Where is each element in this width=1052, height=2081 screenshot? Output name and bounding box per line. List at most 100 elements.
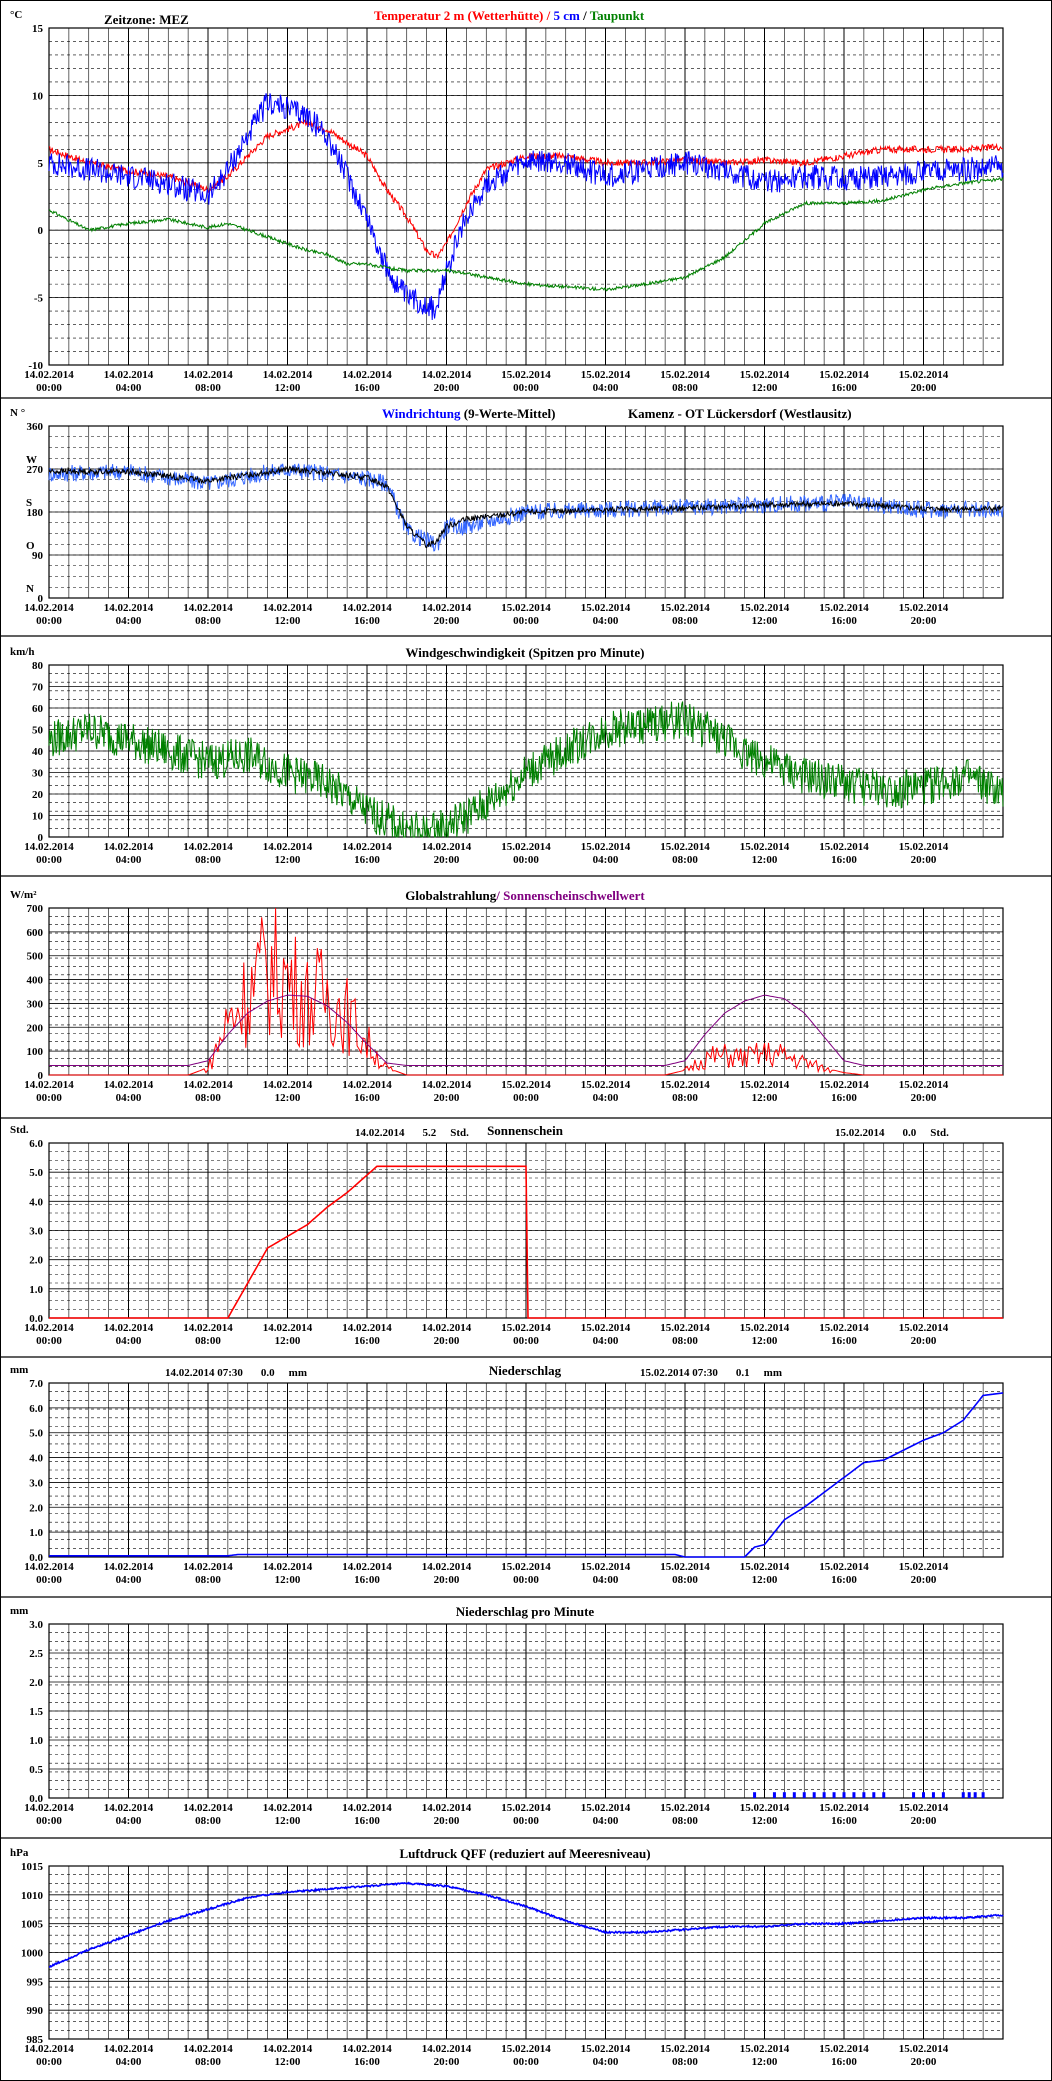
panel-wind_speed: 80 70 60 50 40 30 20 10 0 km/h Windgeschwindigkeit…: [0, 645, 1052, 877]
x-tick-time: 12:00: [752, 2056, 778, 2068]
y-tick-label: 1.0: [29, 1284, 43, 1296]
x-tick-time: 08:00: [195, 615, 221, 627]
plot-frame: [48, 664, 1004, 838]
precip-bar: [961, 1792, 965, 1798]
x-tick-date: 14.02.2014: [104, 2043, 154, 2055]
x-tick-date: 14.02.2014: [24, 1802, 74, 1814]
precip-bar: [912, 1792, 916, 1798]
title-segment: Niederschlag: [489, 1363, 562, 1378]
unit-label: N °: [10, 407, 25, 419]
compass-label: S: [26, 497, 32, 509]
x-tick-date: 14.02.2014: [183, 2043, 233, 2055]
y-tick-label: 6.0: [29, 1138, 43, 1150]
x-tick-time: 00:00: [36, 2056, 62, 2068]
x-tick-date: 14.02.2014: [104, 1802, 154, 1814]
y-tick-label: 360: [27, 421, 44, 433]
x-tick-date: 14.02.2014: [183, 841, 233, 853]
x-tick-time: 08:00: [672, 1815, 698, 1827]
x-tick-time: 00:00: [513, 2056, 539, 2068]
x-tick-time: 04:00: [116, 1815, 142, 1827]
y-tick-label: 995: [27, 1976, 44, 1988]
x-tick-time: 20:00: [434, 854, 460, 866]
x-tick-time: 12:00: [275, 1815, 301, 1827]
panel-precip_per_minute: 3.0 2.5 2.0 1.5 1.0 0.5 0.0 mm Niederschlag pro …: [0, 1604, 1052, 1839]
x-tick-date: 15.02.2014: [660, 602, 710, 614]
x-tick-date: 14.02.2014: [263, 1079, 313, 1091]
precip-bar: [973, 1792, 977, 1798]
x-tick-time: 08:00: [195, 1574, 221, 1586]
title-segment: /: [580, 8, 590, 23]
unit-label: hPa: [10, 1847, 29, 1859]
x-tick-time: 04:00: [593, 1815, 619, 1827]
x-tick-time: 00:00: [36, 382, 62, 394]
x-tick-time: 16:00: [831, 615, 857, 627]
y-tick-label: 0.0: [29, 1552, 43, 1564]
series-line-wind_direction-1: [48, 465, 1004, 549]
title-segment: Taupunkt: [590, 8, 645, 23]
y-tick-label: 2.0: [29, 1502, 43, 1514]
y-tick-label: -10: [28, 360, 43, 372]
unit-label: Std.: [10, 1124, 29, 1136]
summary-unit: mm: [764, 1367, 782, 1379]
y-tick-label: 1010: [21, 1890, 44, 1902]
x-tick-time: 08:00: [195, 382, 221, 394]
x-tick-time: 20:00: [911, 1335, 937, 1347]
precip-bar: [772, 1792, 776, 1798]
x-tick-time: 00:00: [513, 1574, 539, 1586]
station-label: Kamenz - OT Lückersdorf (Westlausitz): [628, 406, 852, 421]
x-tick-time: 16:00: [831, 1815, 857, 1827]
x-tick-time: 04:00: [116, 854, 142, 866]
x-tick-date: 15.02.2014: [740, 1322, 790, 1334]
y-tick-label: 270: [27, 464, 44, 476]
x-tick-date: 14.02.2014: [342, 2043, 392, 2055]
y-tick-label: 5.0: [29, 1428, 43, 1440]
x-tick-time: 08:00: [195, 854, 221, 866]
summary-value: 0.0: [261, 1367, 275, 1379]
precip-bar: [931, 1792, 935, 1798]
x-tick-time: 20:00: [911, 615, 937, 627]
panel-title: Sonnenschein: [487, 1123, 564, 1138]
x-tick-date: 15.02.2014: [581, 369, 631, 381]
plot-frame: [48, 1142, 1004, 1319]
x-tick-date: 14.02.2014: [104, 369, 154, 381]
x-tick-date: 14.02.2014: [104, 1561, 154, 1573]
x-tick-time: 16:00: [831, 2056, 857, 2068]
x-tick-time: 12:00: [275, 382, 301, 394]
x-tick-date: 14.02.2014: [24, 841, 74, 853]
x-tick-time: 00:00: [36, 1092, 62, 1104]
x-tick-time: 20:00: [434, 1335, 460, 1347]
x-tick-date: 15.02.2014: [501, 1322, 551, 1334]
x-tick-date: 14.02.2014: [342, 1802, 392, 1814]
x-tick-time: 12:00: [752, 854, 778, 866]
x-tick-date: 15.02.2014: [740, 2043, 790, 2055]
y-tick-label: 100: [27, 1046, 44, 1058]
y-tick-label: 80: [32, 660, 44, 672]
x-tick-date: 15.02.2014: [660, 1802, 710, 1814]
plot-frame: [48, 1623, 1004, 1799]
x-tick-time: 04:00: [116, 615, 142, 627]
x-tick-date: 15.02.2014: [581, 2043, 631, 2055]
x-tick-time: 20:00: [911, 2056, 937, 2068]
x-tick-time: 20:00: [434, 2056, 460, 2068]
precip-bar: [941, 1792, 945, 1798]
x-tick-date: 15.02.2014: [819, 369, 869, 381]
x-tick-time: 16:00: [354, 2056, 380, 2068]
y-tick-label: 2.0: [29, 1677, 43, 1689]
x-tick-time: 20:00: [434, 382, 460, 394]
series-line-wind_direction-0: [48, 463, 1004, 552]
x-tick-time: 00:00: [36, 1574, 62, 1586]
title-segment: Luftdruck QFF (reduziert auf Meeresnivea…: [399, 1846, 650, 1861]
x-tick-date: 14.02.2014: [342, 841, 392, 853]
x-tick-date: 14.02.2014: [342, 369, 392, 381]
series-line-temperature-2: [48, 176, 1004, 292]
x-tick-date: 15.02.2014: [501, 841, 551, 853]
x-tick-time: 20:00: [434, 1092, 460, 1104]
x-tick-date: 15.02.2014: [899, 369, 949, 381]
x-tick-time: 00:00: [36, 615, 62, 627]
x-tick-date: 14.02.2014: [422, 1079, 472, 1091]
precip-bar: [882, 1792, 886, 1798]
x-tick-time: 08:00: [195, 1092, 221, 1104]
series-line-temperature-1: [48, 93, 1004, 321]
x-tick-time: 12:00: [275, 1574, 301, 1586]
x-tick-time: 20:00: [911, 382, 937, 394]
